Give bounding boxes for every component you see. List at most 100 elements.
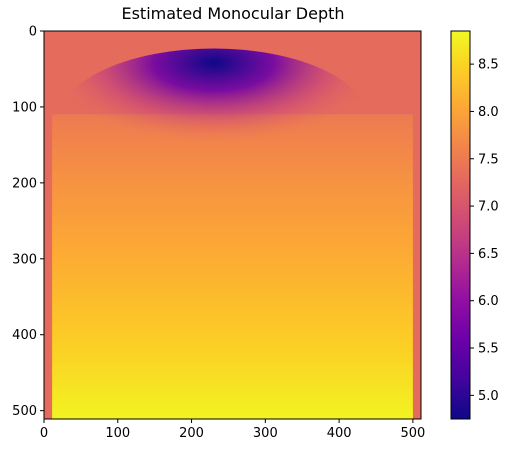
heatmap-row	[44, 232, 421, 237]
heatmap-image	[44, 31, 421, 419]
heatmap-row	[44, 406, 421, 410]
heatmap-row	[44, 390, 421, 395]
heatmap-row	[44, 193, 421, 198]
heatmap-row	[44, 311, 421, 316]
heatmap-row	[44, 205, 421, 210]
heatmap-row	[44, 248, 421, 252]
heatmap-row	[44, 348, 421, 353]
heatmap-row	[44, 254, 421, 258]
heatmap-row	[44, 345, 421, 349]
heatmap-row	[44, 330, 421, 334]
heatmap-row	[44, 293, 421, 298]
left-border-region	[44, 31, 53, 419]
heatmap-row	[44, 378, 421, 383]
heatmap-row	[44, 202, 421, 207]
heatmap-row	[44, 369, 421, 374]
heatmap-row	[44, 318, 421, 322]
heatmap-row	[44, 321, 421, 325]
heatmap-row	[44, 211, 421, 216]
heatmap-row	[44, 214, 421, 219]
colorbar-tick-label: 8.5	[478, 58, 499, 73]
colorbar-tick-label: 6.5	[478, 247, 499, 262]
heatmap-row	[44, 372, 421, 377]
heatmap-row	[44, 278, 421, 283]
heatmap-row	[44, 245, 421, 249]
heatmap-row	[44, 272, 421, 277]
heatmap-row	[44, 412, 421, 416]
colorbar-tick-label: 5.5	[478, 342, 499, 357]
y-tick-label: 400	[12, 328, 37, 343]
heatmap-row	[44, 327, 421, 331]
x-tick-label: 500	[400, 426, 425, 441]
heatmap-row	[44, 257, 421, 261]
right-border-region	[412, 31, 421, 419]
y-tick-label: 100	[12, 100, 37, 115]
low-depth-region	[58, 48, 369, 193]
heatmap-row	[44, 363, 421, 368]
heatmap-row	[44, 299, 421, 304]
y-tick-label: 0	[29, 25, 37, 40]
heatmap-row	[44, 251, 421, 255]
heatmap-row	[44, 366, 421, 371]
colorbar-tick-label: 7.5	[478, 152, 499, 167]
x-tick-label: 0	[40, 426, 48, 441]
heatmap-row	[44, 284, 421, 289]
heatmap-row	[44, 400, 421, 404]
heatmap-row	[44, 351, 421, 356]
heatmap-row	[44, 342, 421, 346]
colorbar-tick-label: 7.0	[478, 200, 499, 215]
heatmap-row	[44, 375, 421, 380]
heatmap-row	[44, 266, 421, 271]
heatmap-row	[44, 275, 421, 280]
heatmap-row	[44, 226, 421, 231]
heatmap-row	[44, 242, 421, 246]
heatmap-row	[44, 239, 421, 243]
heatmap-row	[44, 260, 421, 264]
chart-title: Estimated Monocular Depth	[121, 4, 344, 23]
colorbar-gradient	[450, 30, 471, 420]
heatmap-row	[44, 339, 421, 343]
heatmap-row	[44, 387, 421, 392]
heatmap-row	[44, 357, 421, 362]
x-tick-label: 200	[179, 426, 204, 441]
heatmap-row	[44, 236, 421, 240]
heatmap-row	[44, 263, 421, 267]
heatmap-row	[44, 336, 421, 340]
colorbar: 5.0 5.5 6.0 6.5 7.0 7.5 8.0 8.5	[450, 30, 499, 420]
heatmap-row	[44, 196, 421, 201]
heatmap-row	[44, 290, 421, 295]
heatmap-row	[44, 393, 421, 398]
heatmap-row	[44, 223, 421, 228]
x-axis: 0 100 200 300 400 500	[40, 419, 425, 441]
heatmap-row	[44, 287, 421, 292]
y-tick-label: 200	[12, 176, 37, 191]
heatmap-row	[44, 324, 421, 328]
heatmap-row	[44, 354, 421, 359]
heatmap-row	[44, 360, 421, 365]
y-tick-label: 500	[12, 404, 37, 419]
heatmap-row	[44, 199, 421, 204]
heatmap-row	[44, 403, 421, 407]
heatmap-row	[44, 308, 421, 313]
heatmap-row	[44, 384, 421, 389]
heatmap-row	[44, 333, 421, 337]
heatmap-row	[44, 302, 421, 307]
heatmap-row	[44, 229, 421, 234]
colorbar-tick-label: 8.0	[478, 105, 499, 120]
x-tick-label: 400	[327, 426, 352, 441]
x-tick-label: 100	[105, 426, 130, 441]
heatmap-row	[44, 314, 421, 319]
x-tick-label: 300	[253, 426, 278, 441]
heatmap-row	[44, 217, 421, 222]
heatmap-row	[44, 381, 421, 386]
heatmap-row	[44, 396, 421, 401]
heatmap-frame	[43, 30, 422, 420]
colorbar-tick-label: 6.0	[478, 294, 499, 309]
heatmap-row	[44, 409, 421, 413]
heatmap-row	[44, 208, 421, 213]
heatmap-row	[44, 220, 421, 225]
colorbar-tick-label: 5.0	[478, 389, 499, 404]
y-tick-label: 300	[12, 252, 37, 267]
heatmap-row	[44, 415, 421, 419]
